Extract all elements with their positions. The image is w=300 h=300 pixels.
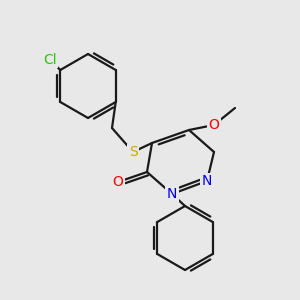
Text: N: N [202, 174, 212, 188]
Text: N: N [167, 187, 177, 201]
Text: Cl: Cl [44, 53, 57, 67]
Text: S: S [129, 145, 137, 159]
Text: O: O [112, 175, 123, 189]
Text: O: O [208, 118, 219, 132]
